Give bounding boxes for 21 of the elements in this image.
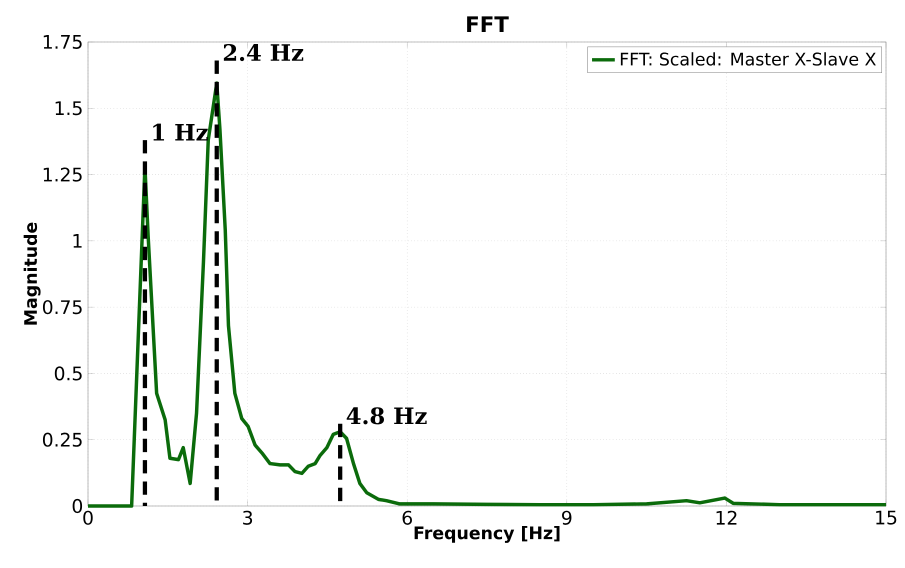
legend-label: FFT: Scaled: Master X-Slave X — [620, 52, 876, 66]
annotation: 2.4 Hz — [224, 44, 304, 62]
y-tick-label: 0.75 — [42, 300, 82, 314]
y-tick-label: 0.5 — [54, 366, 82, 380]
y-tick-label: 1.75 — [44, 35, 82, 49]
chart-title: FFT — [467, 16, 509, 32]
annotation: 1 Hz — [153, 124, 208, 141]
y-tick-label: 0.25 — [42, 432, 82, 447]
x-tick-label: 12 — [716, 510, 736, 525]
y-tick-label: 0 — [72, 498, 82, 514]
x-tick-label: 0 — [83, 510, 93, 525]
x-tick-label: 15 — [876, 510, 896, 525]
annotation: 4.8 Hz — [346, 407, 427, 424]
y-tick-label: 1.5 — [56, 101, 82, 116]
y-tick-label: 1 — [73, 234, 82, 248]
y-axis-title: Magnitude — [24, 222, 41, 325]
x-tick-label: 9 — [562, 510, 572, 525]
x-axis-title: Frequency [Hz] — [414, 526, 560, 543]
x-tick-label: 6 — [402, 510, 412, 525]
y-tick-label: 1.25 — [44, 168, 82, 182]
x-tick-label: 3 — [243, 510, 252, 525]
